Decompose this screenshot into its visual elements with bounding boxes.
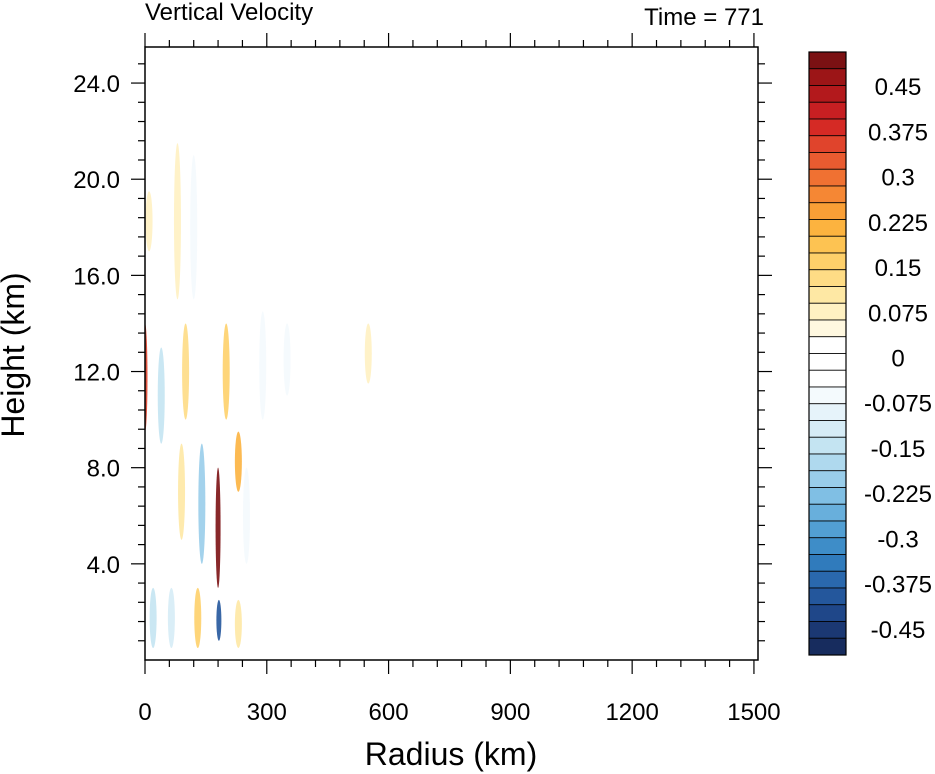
x-tick-label: 0 xyxy=(138,699,151,726)
velocity-streak xyxy=(190,155,198,300)
velocity-streak xyxy=(242,467,250,564)
x-tick-label: 300 xyxy=(247,699,287,726)
x-axis-label: Radius (km) xyxy=(365,736,537,772)
colorbar-swatch xyxy=(808,570,847,589)
velocity-streak xyxy=(234,431,242,492)
velocity-streak xyxy=(283,323,291,396)
colorbar-swatch xyxy=(808,185,847,204)
colorbar-swatch xyxy=(808,235,847,254)
x-tick-label: 600 xyxy=(369,699,409,726)
colorbar-swatch xyxy=(808,85,847,103)
velocity-streak xyxy=(145,191,153,252)
velocity-streak xyxy=(216,599,222,641)
colorbar-label: 0.225 xyxy=(868,210,928,237)
colorbar-swatch xyxy=(808,252,847,271)
velocity-streak xyxy=(194,587,202,648)
colorbar-swatch xyxy=(808,118,847,137)
colorbar-swatch xyxy=(808,68,847,86)
colorbar xyxy=(808,51,847,656)
colorbar-label: 0.45 xyxy=(875,74,922,101)
y-tick-label: 4.0 xyxy=(87,552,120,579)
y-axis-label: Height (km) xyxy=(0,272,31,437)
plot-frame xyxy=(144,46,759,661)
y-axis: 4.0 8.0 12.0 16.0 20.0 24.0 xyxy=(73,63,772,642)
plot-area xyxy=(145,47,758,660)
colorbar-label: 0 xyxy=(891,346,904,373)
colorbar-swatch xyxy=(808,219,847,237)
colorbar-swatch xyxy=(808,554,847,572)
velocity-streak xyxy=(157,347,165,444)
colorbar-swatch xyxy=(808,386,847,405)
colorbar-swatch xyxy=(808,336,847,354)
velocity-field xyxy=(145,143,372,648)
colorbar-label: 0.375 xyxy=(868,119,928,146)
colorbar-swatch xyxy=(808,152,847,170)
velocity-streak xyxy=(234,599,242,648)
y-tick-label: 24.0 xyxy=(73,71,120,98)
colorbar-swatch xyxy=(808,436,847,455)
colorbar-swatch xyxy=(808,269,847,287)
colorbar-label: 0.3 xyxy=(881,165,914,192)
velocity-streak xyxy=(173,143,181,300)
colorbar-swatch xyxy=(808,470,847,488)
colorbar-swatch xyxy=(808,202,847,220)
colorbar-swatch xyxy=(808,453,847,472)
colorbar-swatch xyxy=(808,302,847,321)
velocity-streak xyxy=(215,467,221,588)
colorbar-swatch xyxy=(808,621,847,639)
colorbar-label: -0.45 xyxy=(871,617,926,644)
velocity-streak xyxy=(167,587,175,648)
colorbar-swatch xyxy=(808,604,847,622)
colorbar-swatch xyxy=(808,403,847,421)
colorbar-label: 0.075 xyxy=(868,300,928,327)
colorbar-swatch xyxy=(808,51,847,70)
colorbar-label: -0.3 xyxy=(877,526,918,553)
colorbar-label: -0.225 xyxy=(864,481,932,508)
velocity-streak xyxy=(364,323,372,384)
colorbar-swatch xyxy=(808,420,847,438)
colorbar-frame xyxy=(808,51,847,656)
colorbar-swatch xyxy=(808,587,847,606)
velocity-streak xyxy=(198,443,206,564)
colorbar-swatch xyxy=(808,286,847,304)
colorbar-label: -0.15 xyxy=(871,436,926,463)
y-tick-label: 16.0 xyxy=(73,263,120,290)
colorbar-swatch xyxy=(808,319,847,338)
x-axis: 0 300 600 900 1200 1500 xyxy=(138,33,781,726)
velocity-streak xyxy=(149,587,157,648)
velocity-streak xyxy=(259,311,267,420)
y-tick-label: 20.0 xyxy=(73,167,120,194)
colorbar-swatch xyxy=(808,537,847,555)
colorbar-swatch xyxy=(808,369,847,388)
colorbar-swatch xyxy=(808,503,847,522)
colorbar-swatch xyxy=(808,487,847,505)
chart-subtitle: Time = 771 xyxy=(644,4,764,31)
colorbar-swatch xyxy=(808,520,847,539)
colorbar-swatch xyxy=(808,353,847,371)
x-tick-label: 900 xyxy=(490,699,530,726)
velocity-streak xyxy=(222,323,230,420)
colorbar-label: 0.15 xyxy=(875,255,922,282)
colorbar-label: -0.375 xyxy=(864,572,932,599)
colorbar-swatch xyxy=(808,637,847,656)
velocity-streak xyxy=(182,323,190,420)
colorbar-label: -0.075 xyxy=(864,391,932,418)
colorbar-labels: 0.45 0.375 0.3 0.225 0.15 0.075 0 -0.075 -0.15 -0… xyxy=(864,74,932,644)
colorbar-swatch xyxy=(808,168,847,187)
y-tick-label: 8.0 xyxy=(87,456,120,483)
colorbar-swatch xyxy=(808,101,847,120)
chart-title: Vertical Velocity xyxy=(145,0,313,26)
x-tick-label: 1200 xyxy=(605,699,658,726)
y-tick-label: 12.0 xyxy=(73,360,120,387)
x-tick-label: 1500 xyxy=(727,699,780,726)
velocity-streak xyxy=(178,443,186,540)
colorbar-swatch xyxy=(808,135,847,153)
